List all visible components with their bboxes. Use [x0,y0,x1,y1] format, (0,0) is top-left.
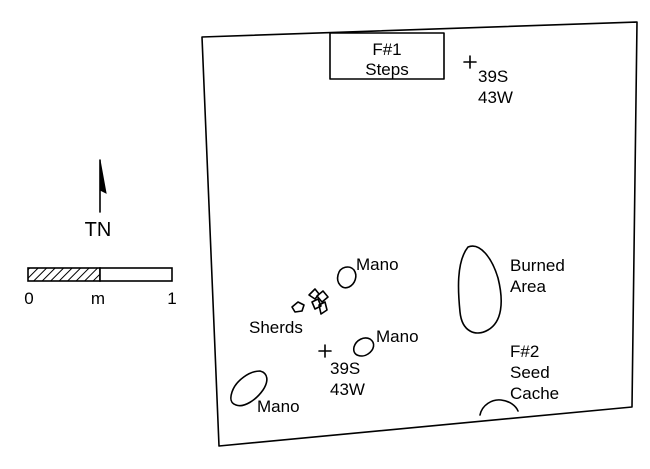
scale-bar-label-0: 0 [24,289,33,308]
mano-3-outline [230,370,268,407]
sherd-4 [311,298,322,310]
datum-2-line-2: 43W [330,380,365,399]
feature-2-name-line-1: Seed [510,363,550,382]
burned-area-label-2: Area [510,277,546,296]
burned-area-outline [457,245,502,334]
scale-bar-label-1: 1 [167,289,176,308]
datum-1-line-1: 39S [478,67,508,86]
burned-area: Burned Area [457,245,565,334]
mano-3: Mano [230,370,300,416]
feature-2-seed-cache: F#2 Seed Cache [479,342,559,416]
scale-bar-filled-segment [27,267,101,282]
mano-2-outline [352,337,375,357]
north-arrow-label: TN [85,219,112,241]
mano-1: Mano [336,255,399,289]
datum-2-line-1: 39S [330,359,360,378]
datum-marker-2: 39S 43W [318,344,365,399]
mano-1-outline [336,266,357,289]
north-arrow-head [99,159,107,194]
feature-2-id: F#2 [510,342,539,361]
sherd-1 [291,301,305,313]
datum-1-line-2: 43W [478,88,513,107]
feature-1-box [329,32,445,80]
scale-bar: 0 m 1 [24,267,177,308]
scale-bar-label-unit: m [91,289,105,308]
feature-2-outline [479,399,519,416]
burned-area-label-1: Burned [510,256,565,275]
excavation-unit-outline [201,21,638,447]
feature-1-name: Steps [365,60,408,79]
feature-2-name-line-2: Cache [510,384,559,403]
mano-2-label: Mano [376,327,419,346]
sherds-cluster: Sherds [249,288,329,337]
mano-1-label: Mano [356,255,399,274]
scale-bar-empty-segment [99,267,173,282]
sherds-label: Sherds [249,318,303,337]
feature-1-steps: F#1 Steps [329,32,445,80]
sherd-5 [318,301,328,315]
datum-marker-1: 39S 43W [463,55,513,107]
mano-3-label: Mano [257,397,300,416]
feature-1-id: F#1 [372,40,401,59]
mano-2: Mano [352,327,419,357]
sherd-3 [316,290,329,303]
north-arrow: TN [85,159,112,241]
